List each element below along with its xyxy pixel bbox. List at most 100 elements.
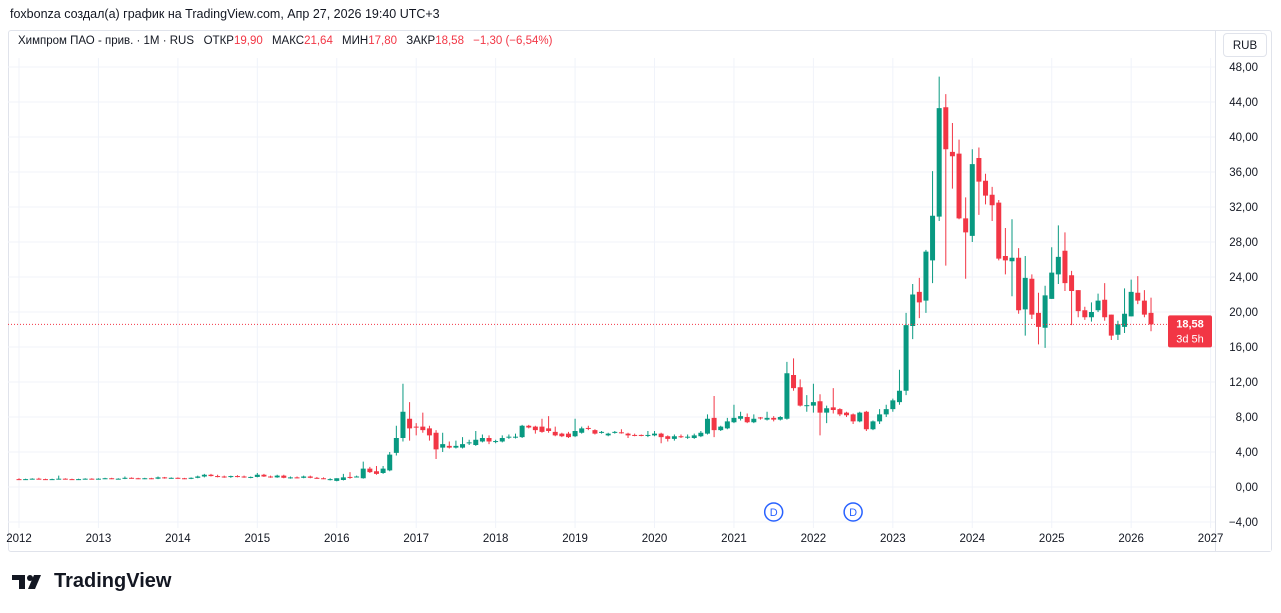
- candle-body: [393, 438, 399, 453]
- candle: [340, 473, 346, 481]
- candle: [1135, 276, 1141, 305]
- candle: [989, 186, 995, 221]
- y-tick-label: 24,00: [1229, 272, 1258, 284]
- candle-body: [1102, 299, 1108, 318]
- candle: [62, 478, 68, 480]
- candle-body: [930, 215, 936, 261]
- dividend-icon: [843, 502, 863, 522]
- y-tick-label: 12,00: [1229, 377, 1258, 389]
- candle-body: [340, 477, 346, 480]
- x-tick-label: 2012: [6, 533, 32, 545]
- candle: [698, 431, 704, 438]
- candle-body: [208, 474, 214, 477]
- candle: [863, 410, 869, 431]
- candle-body: [757, 417, 763, 419]
- candle: [1075, 290, 1081, 318]
- currency-button[interactable]: RUB: [1223, 33, 1267, 57]
- candle: [82, 478, 88, 480]
- candle-body: [499, 438, 505, 442]
- candle: [724, 417, 730, 430]
- candle: [1022, 256, 1028, 336]
- candle: [645, 431, 651, 438]
- candle: [565, 431, 571, 438]
- x-tick-label: 2017: [403, 533, 429, 545]
- candle: [857, 411, 863, 423]
- candle-body: [1022, 277, 1028, 310]
- candle-body: [1075, 290, 1081, 312]
- candle: [910, 284, 916, 340]
- tradingview-logo[interactable]: TradingView: [12, 570, 171, 593]
- chart-frame: [8, 30, 1272, 552]
- candle-body: [632, 434, 638, 436]
- candle: [844, 411, 849, 417]
- candle-body: [1122, 313, 1128, 327]
- candle: [1029, 274, 1035, 319]
- candle: [896, 369, 902, 405]
- grid: [8, 31, 1216, 551]
- symbol-title[interactable]: Химпром ПАО - прив. · 1M · RUS: [18, 35, 195, 47]
- candle-body: [228, 476, 234, 478]
- candle-body: [69, 479, 75, 481]
- candle-body: [479, 438, 485, 442]
- candle-body: [546, 428, 552, 431]
- candle-body: [771, 417, 777, 420]
- candle: [1049, 247, 1055, 299]
- candle-body: [42, 479, 48, 481]
- candle: [188, 477, 194, 480]
- candle-body: [618, 432, 624, 434]
- candle-body: [56, 478, 62, 480]
- candle: [539, 418, 545, 433]
- candle: [784, 361, 790, 420]
- candle-body: [62, 478, 68, 480]
- candle: [764, 411, 770, 421]
- candle-body: [148, 478, 154, 480]
- candle-body: [413, 426, 419, 428]
- candle-body: [268, 476, 274, 478]
- candle: [883, 404, 889, 417]
- candle-body: [1135, 292, 1141, 301]
- candle: [519, 424, 525, 438]
- candle: [1095, 293, 1101, 312]
- candle: [407, 402, 413, 441]
- dividend-marker[interactable]: D: [763, 502, 784, 522]
- candle-body: [711, 417, 717, 431]
- candle-body: [460, 444, 466, 448]
- candle-body: [671, 436, 677, 439]
- candle: [579, 426, 585, 434]
- dividend-marker[interactable]: D: [843, 502, 863, 522]
- candle: [228, 475, 234, 478]
- candle: [89, 478, 95, 480]
- candle-body: [857, 412, 863, 422]
- candle-body: [996, 202, 1002, 259]
- candle: [248, 476, 254, 479]
- candle: [254, 473, 260, 478]
- candle-body: [572, 431, 578, 437]
- candle-body: [373, 471, 379, 474]
- candle-body: [433, 432, 439, 450]
- series-legend: Химпром ПАО - прив. · 1M · RUS ОТКР19,90…: [18, 35, 558, 47]
- candle: [506, 434, 512, 439]
- candle: [367, 466, 373, 473]
- dividend-label: D: [849, 507, 857, 519]
- candle-body: [585, 427, 591, 429]
- candle: [1115, 320, 1121, 340]
- candle-body: [532, 426, 538, 431]
- candle: [102, 477, 108, 480]
- y-tick-label: 16,00: [1229, 342, 1258, 354]
- x-tick-label: 2023: [880, 533, 906, 545]
- candle-body: [1062, 250, 1068, 284]
- candle: [393, 425, 399, 456]
- candle: [757, 417, 763, 420]
- candle: [592, 429, 598, 435]
- candle: [552, 426, 558, 437]
- candle-body: [513, 436, 518, 438]
- candle-body: [168, 477, 174, 479]
- candle: [175, 477, 181, 479]
- candle-body: [420, 426, 426, 431]
- candle-body: [1016, 257, 1022, 311]
- candle: [466, 439, 472, 445]
- candle-body: [744, 417, 750, 423]
- candle-body: [49, 479, 55, 481]
